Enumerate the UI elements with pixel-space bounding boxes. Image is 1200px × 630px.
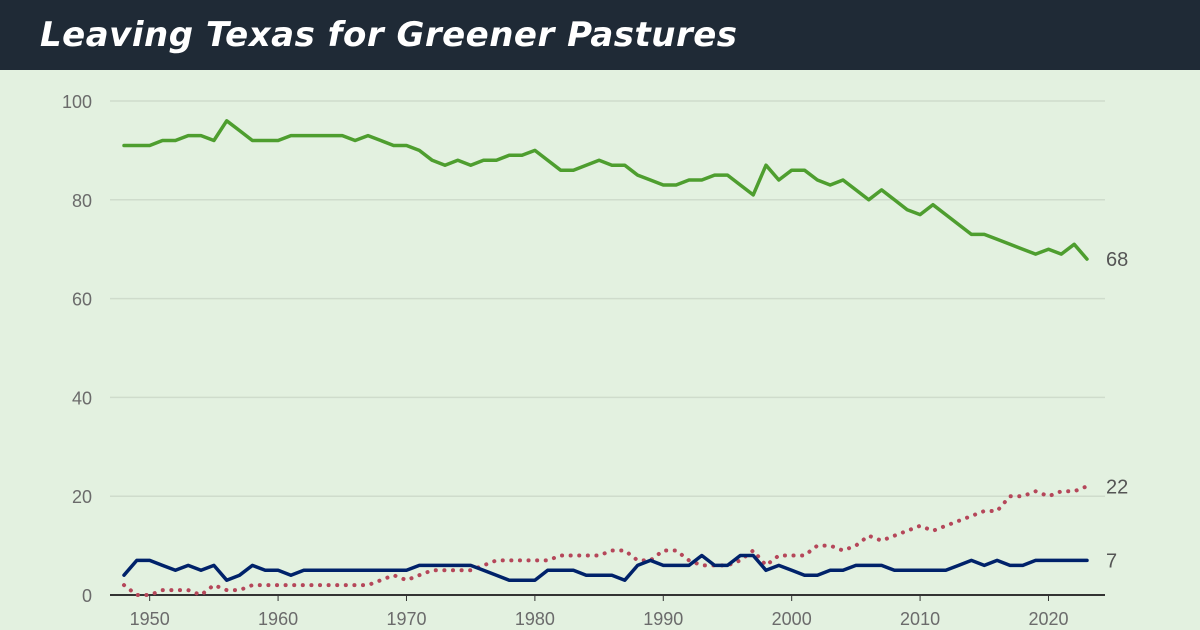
y-tick-label: 80 [72, 191, 92, 211]
y-tick-label: 20 [72, 487, 92, 507]
x-tick-label: 1980 [515, 609, 555, 629]
y-tick-label: 60 [72, 290, 92, 310]
end-label-red: 22 [1106, 476, 1128, 498]
x-tick-label: 2020 [1028, 609, 1068, 629]
series-line-blue [122, 553, 1089, 582]
x-tick-label: 2010 [900, 609, 940, 629]
chart-title: Leaving Texas for Greener Pastures [40, 15, 738, 55]
series-line-red [122, 484, 1089, 597]
x-tick-label: 1960 [258, 609, 298, 629]
end-label-green: 68 [1106, 249, 1128, 271]
x-tick-label: 1950 [130, 609, 170, 629]
y-tick-label: 0 [82, 586, 92, 606]
header-bar: Leaving Texas for Greener Pastures [0, 0, 1200, 70]
end-label-blue: 7 [1106, 550, 1117, 572]
x-tick-label: 1970 [386, 609, 426, 629]
x-tick-label: 2000 [772, 609, 812, 629]
y-tick-label: 40 [72, 388, 92, 408]
series-line-green [122, 119, 1089, 261]
x-tick-label: 1990 [643, 609, 683, 629]
line-chart: 0 20 40 60 80 100 1950 1960 1970 1980 1990 2000 2010… [62, 92, 1128, 629]
y-tick-label: 100 [62, 92, 92, 112]
